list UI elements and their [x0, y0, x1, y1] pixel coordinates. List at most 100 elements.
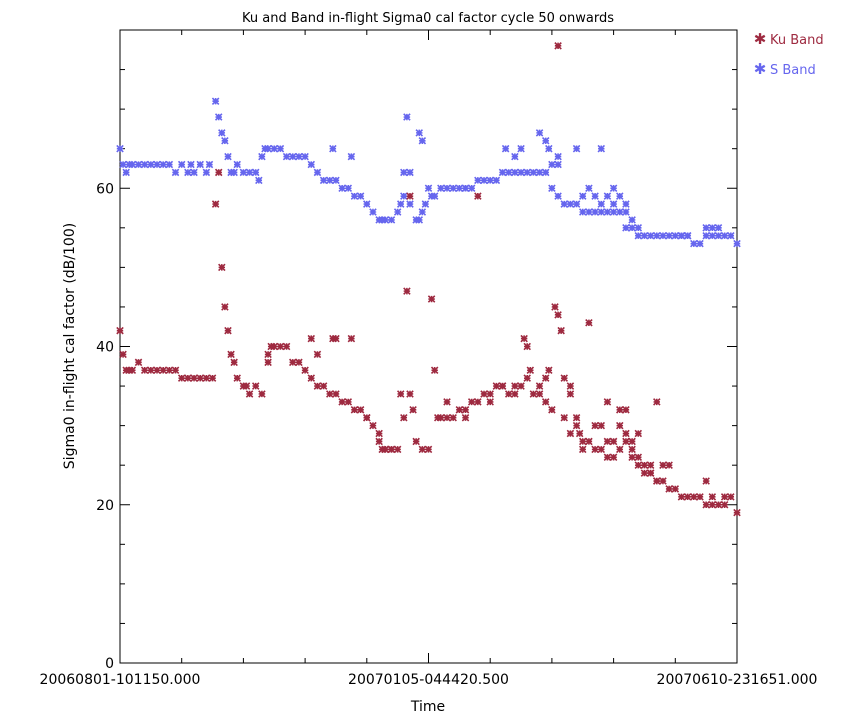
data-point	[430, 366, 439, 375]
data-point	[329, 144, 337, 153]
data-point	[529, 168, 538, 177]
data-point	[634, 224, 643, 232]
data-point	[344, 184, 353, 193]
data-point	[578, 445, 587, 454]
data-point	[153, 366, 161, 375]
data-point	[147, 160, 155, 169]
data-point	[511, 382, 519, 390]
data-point	[400, 168, 408, 177]
data-point	[603, 437, 612, 446]
data-point	[616, 421, 624, 430]
data-point	[443, 413, 451, 422]
data-point	[338, 184, 346, 193]
data-point	[622, 208, 630, 216]
data-point	[560, 200, 569, 208]
y-tick-label: 60	[96, 181, 114, 197]
data-point	[517, 382, 525, 390]
data-point	[659, 461, 667, 469]
data-point	[415, 129, 424, 137]
data-point	[282, 152, 291, 161]
data-point	[634, 453, 643, 462]
data-point	[720, 231, 729, 240]
data-point	[572, 421, 581, 430]
data-point	[313, 382, 322, 390]
data-point	[702, 477, 710, 485]
data-point	[282, 342, 291, 351]
data-point	[665, 231, 673, 240]
data-point	[634, 461, 643, 469]
data-point	[541, 374, 550, 382]
data-point	[554, 160, 562, 169]
data-point	[634, 429, 643, 438]
data-point	[307, 160, 316, 169]
data-point	[381, 445, 390, 454]
data-point	[177, 160, 186, 169]
data-point	[276, 342, 285, 351]
data-point	[690, 493, 698, 501]
y-tick-label: 40	[96, 340, 114, 356]
data-point	[375, 437, 383, 446]
data-point	[535, 129, 544, 137]
data-point	[369, 208, 377, 216]
data-point	[467, 398, 476, 406]
data-point	[474, 192, 482, 200]
data-point	[196, 160, 204, 169]
data-point	[208, 374, 217, 382]
data-point	[276, 144, 285, 153]
data-point	[609, 184, 618, 193]
data-point	[560, 413, 569, 422]
data-point	[363, 413, 371, 422]
data-point	[251, 168, 260, 177]
data-point	[628, 437, 636, 446]
data-point	[511, 168, 519, 177]
data-point	[523, 168, 531, 177]
data-point	[393, 208, 402, 216]
data-point	[727, 493, 735, 501]
data-point	[727, 231, 735, 240]
data-point	[578, 208, 587, 216]
data-point	[677, 493, 686, 501]
data-point	[690, 239, 698, 248]
data-point	[409, 406, 417, 414]
data-point	[511, 152, 519, 161]
data-point	[424, 184, 433, 193]
data-point	[585, 437, 593, 446]
data-point	[714, 231, 723, 240]
data-point	[332, 334, 340, 343]
y-tick-label: 0	[105, 656, 114, 672]
data-point	[622, 200, 630, 208]
data-point	[184, 374, 192, 382]
series-layer	[116, 42, 741, 517]
y-axis: 0 20 40 60	[96, 29, 737, 672]
data-point	[418, 208, 427, 216]
data-point	[230, 358, 238, 367]
data-point	[251, 382, 260, 390]
data-point	[578, 437, 587, 446]
data-point	[301, 366, 309, 375]
data-point	[332, 176, 340, 185]
data-point	[288, 358, 297, 367]
data-point	[461, 413, 470, 422]
data-point	[119, 160, 127, 169]
data-point	[332, 390, 340, 398]
data-point	[628, 453, 636, 462]
data-point	[517, 168, 525, 177]
data-point	[363, 200, 371, 208]
data-point	[171, 168, 180, 177]
data-point	[683, 493, 692, 501]
data-point	[616, 192, 624, 200]
data-point	[406, 390, 414, 398]
data-point	[418, 445, 427, 454]
data-point	[554, 42, 562, 50]
data-point	[128, 366, 137, 375]
data-point	[603, 453, 612, 462]
data-point	[313, 350, 322, 359]
data-point	[396, 390, 405, 398]
data-point	[387, 445, 396, 454]
data-point	[585, 208, 593, 216]
data-point	[295, 358, 303, 367]
data-point	[572, 413, 581, 422]
data-point	[554, 311, 562, 319]
data-point	[628, 445, 636, 454]
